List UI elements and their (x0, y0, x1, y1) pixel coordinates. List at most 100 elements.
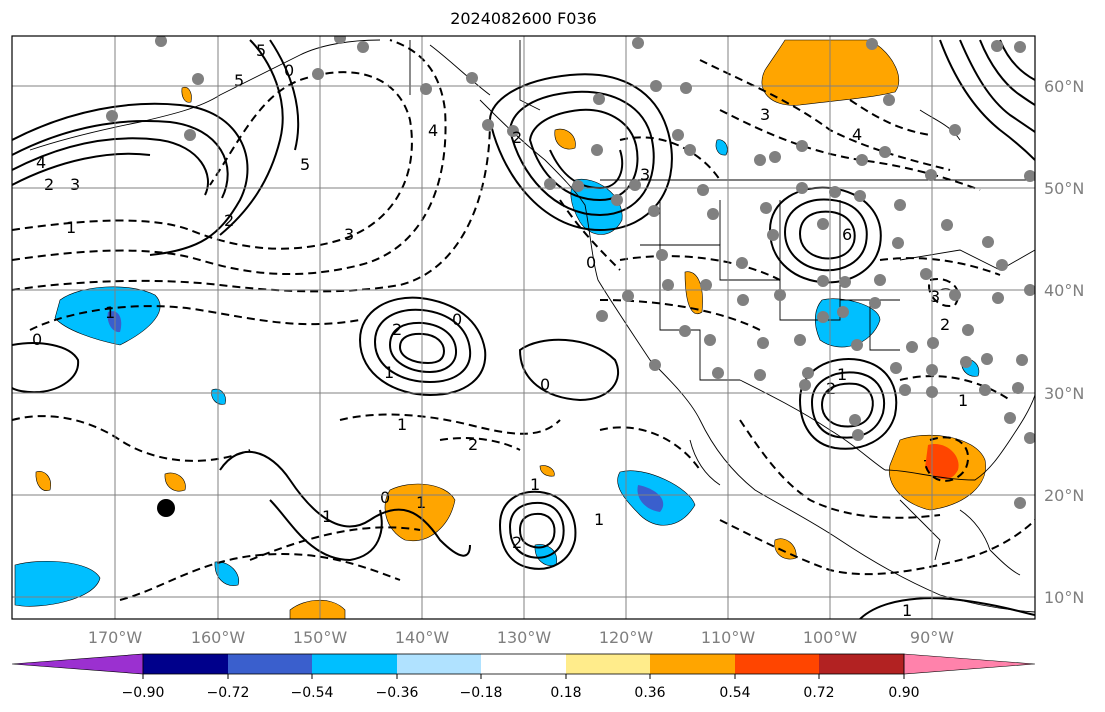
contour-label: 6 (842, 225, 852, 244)
fill-positive (684, 271, 703, 314)
colorbar-tick-label: 0.36 (634, 685, 665, 701)
colorbar-segment-max (903, 653, 1036, 675)
lon-label: 110°W (701, 628, 756, 647)
fill-negative (54, 286, 161, 346)
contour-label: 1 (958, 391, 968, 410)
contour-label: 5 (234, 71, 244, 90)
fill-positive (289, 599, 346, 619)
contour-label: 1 (105, 303, 115, 322)
colorbar-frame (142, 653, 905, 675)
contour-label: 5 (300, 155, 310, 174)
longitude-labels: 170°W 160°W 150°W 140°W 130°W 120°W 110°… (88, 628, 954, 647)
fill-positive (384, 483, 456, 542)
colorbar-segment (312, 654, 397, 674)
coastlines (29, 39, 1035, 613)
contour-label: 2 (468, 435, 478, 454)
contour-label: 2 (940, 315, 950, 334)
lat-label: 20°N (1044, 486, 1084, 505)
lon-label: 170°W (88, 628, 143, 647)
fill-negative-core (637, 485, 664, 512)
contour-label: 1 (66, 218, 76, 237)
plot-frame (11, 35, 1036, 620)
colorbar-segment (735, 654, 819, 674)
lon-label: 120°W (599, 628, 654, 647)
fill-positive (164, 472, 186, 492)
contour-label: 1 (837, 365, 847, 384)
fill-negative (14, 561, 101, 607)
lat-label: 30°N (1044, 384, 1084, 403)
contour-label: 3 (344, 225, 354, 244)
colorbar: −0.90 −0.72 −0.54 −0.36 −0.18 0.18 0.36 … (11, 653, 1036, 701)
contour-label: 1 (322, 507, 332, 526)
contour-label: 1 (384, 363, 394, 382)
colorbar-tick-label: 0.72 (803, 685, 834, 701)
solid-contours (12, 39, 1035, 619)
contour-label: 1 (902, 601, 912, 620)
colorbar-tick-label: 0.54 (719, 685, 750, 701)
lon-label: 130°W (497, 628, 552, 647)
contour-label: 5 (256, 41, 266, 60)
contour-label: 3 (760, 105, 770, 124)
colorbar-tick-label: −0.18 (460, 685, 503, 701)
colorbar-tick-label: −0.36 (376, 685, 419, 701)
fill-positive (554, 128, 576, 150)
contour-label: 2 (512, 533, 522, 552)
contour-label: 0 (540, 375, 550, 394)
fill-negative (715, 139, 728, 156)
lon-label: 160°W (191, 628, 246, 647)
lon-label: 150°W (293, 628, 348, 647)
colorbar-tick-label: −0.72 (207, 685, 250, 701)
contour-label: 2 (826, 379, 836, 398)
gridlines (12, 36, 1035, 619)
contour-label: 2 (512, 128, 522, 147)
contour-label: 1 (530, 475, 540, 494)
lat-label: 50°N (1044, 179, 1084, 198)
contour-label: 3 (70, 175, 80, 194)
colorbar-segment (228, 654, 312, 674)
fill-positive-core (925, 444, 959, 480)
contour-label: 1 (594, 510, 604, 529)
lon-label: 90°W (910, 628, 954, 647)
fill-negative (214, 561, 240, 586)
fill-positive (35, 471, 51, 491)
contour-label: 2 (44, 175, 54, 194)
colorbar-segment (143, 654, 228, 674)
colorbar-segment-min (11, 653, 144, 675)
map-title: 2024082600 F036 (450, 9, 597, 28)
contour-label: 0 (380, 488, 390, 507)
contour-label: 0 (32, 330, 42, 349)
fill-positive (181, 87, 192, 103)
lon-label: 140°W (395, 628, 450, 647)
colorbar-segment (566, 654, 650, 674)
fill-negative (570, 178, 623, 235)
contour-label: 2 (224, 211, 234, 230)
contour-label: 4 (428, 121, 438, 140)
contour-label: 0 (284, 61, 294, 80)
colorbar-tick-label: −0.54 (291, 685, 334, 701)
contour-label: 1 (397, 415, 407, 434)
colorbar-segment (397, 654, 481, 674)
colorbar-tick-label: 0.18 (550, 685, 581, 701)
lon-label: 100°W (803, 628, 858, 647)
station-dots (106, 36, 1035, 509)
contour-label-group: 5 0 4 5 3 1 2 3 4 5 2 0 1 2 0 1 1 2 1 0 … (32, 41, 968, 620)
station-marker-large (157, 499, 175, 517)
colorbar-segment (481, 654, 566, 674)
fill-negative-core (107, 311, 122, 333)
colorbar-tick-label: −0.90 (122, 685, 165, 701)
contour-label: 0 (452, 310, 462, 329)
contour-label: 4 (852, 125, 862, 144)
colorbar-segment (650, 654, 735, 674)
colorbar-segment (819, 654, 904, 674)
contour-label: 0 (586, 253, 596, 272)
contour-label: 2 (392, 320, 402, 339)
contour-label: 3 (640, 165, 650, 184)
lat-label: 10°N (1044, 588, 1084, 607)
contour-label: 4 (36, 153, 46, 172)
fill-positive (539, 465, 555, 477)
lat-label: 40°N (1044, 281, 1084, 300)
contour-label: 3 (930, 287, 940, 306)
latitude-labels: 60°N 50°N 40°N 30°N 20°N 10°N (1044, 77, 1084, 607)
colorbar-tick-label: 0.90 (888, 685, 919, 701)
